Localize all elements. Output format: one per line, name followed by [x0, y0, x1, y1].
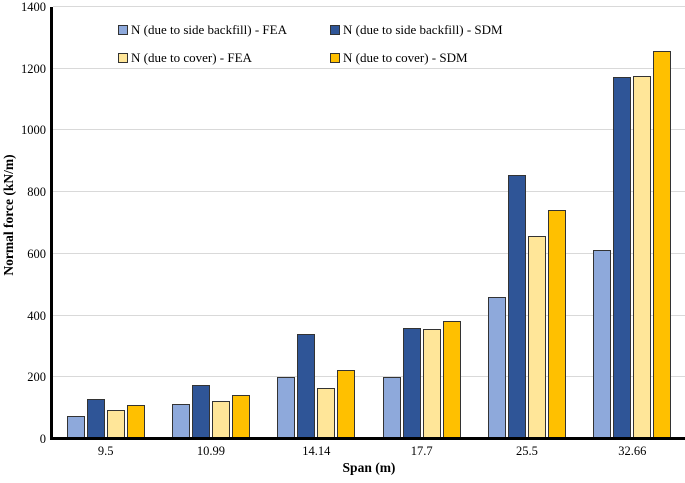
bar [126, 405, 145, 439]
bar [191, 385, 210, 439]
x-tick-label: 14.14 [302, 444, 331, 458]
y-tick-label: 1400 [21, 0, 46, 14]
plot-area [53, 6, 685, 439]
legend-item: N (due to cover) - SDM [330, 51, 503, 65]
legend-label: N (due to cover) - FEA [131, 50, 252, 65]
legend-swatch-icon [118, 53, 128, 63]
bar [86, 399, 105, 439]
y-tick-label: 1000 [21, 123, 46, 138]
bar-group [474, 175, 579, 439]
bar [297, 334, 316, 439]
bar [507, 175, 526, 439]
legend-swatch-icon [118, 25, 128, 35]
bar [422, 329, 441, 439]
bar [382, 377, 401, 439]
bar [66, 416, 85, 439]
y-tick-label: 400 [27, 308, 46, 323]
gridline [53, 191, 685, 193]
y-tick-label: 600 [27, 246, 46, 261]
bar [277, 377, 296, 439]
y-tick-label: 0 [39, 432, 46, 446]
bar-group [264, 334, 369, 439]
gridline [53, 6, 685, 7]
bar [402, 328, 421, 439]
bar [231, 395, 250, 439]
bar-group [158, 385, 263, 439]
bar [337, 370, 356, 439]
legend-item: N (due to cover) - FEA [118, 51, 330, 65]
legend-swatch-icon [330, 53, 340, 63]
gridline [53, 314, 685, 316]
bar [442, 321, 461, 439]
x-tick-label: 25.5 [516, 444, 538, 458]
bar [317, 388, 336, 439]
legend-label: N (due to side backfill) - FEA [131, 22, 287, 37]
gridline [53, 252, 685, 254]
x-axis-title: Span (m) [342, 460, 396, 475]
y-tick-label: 800 [27, 185, 46, 200]
legend-item: N (due to side backfill) - FEA [118, 23, 330, 37]
bar-group [580, 51, 685, 439]
gridline [53, 129, 685, 131]
bar [547, 210, 566, 439]
legend-item: N (due to side backfill) - SDM [330, 23, 503, 37]
bar [653, 51, 672, 439]
x-tick-label: 17.7 [410, 444, 433, 458]
x-tick-label: 9.5 [97, 444, 114, 458]
legend-swatch-icon [330, 25, 340, 35]
y-tick-label: 1200 [21, 61, 46, 76]
y-tick-label: 200 [27, 370, 46, 385]
bar [613, 77, 632, 439]
gridline [53, 376, 685, 378]
bar [593, 250, 612, 439]
bar [171, 404, 190, 439]
legend-label: N (due to cover) - SDM [343, 50, 468, 65]
bar [487, 297, 506, 439]
gridline [53, 67, 685, 69]
bar [106, 410, 125, 439]
x-axis-line [50, 437, 685, 440]
bar-group [53, 399, 158, 439]
bar-group [369, 321, 474, 439]
legend: N (due to side backfill) - FEA N (due to … [118, 23, 503, 65]
bar [527, 236, 546, 439]
y-axis-line [50, 7, 53, 439]
bar [211, 401, 230, 439]
x-tick-label: 10.99 [196, 444, 226, 458]
bar [633, 76, 652, 439]
legend-label: N (due to side backfill) - SDM [343, 22, 503, 37]
x-tick-label: 32.66 [618, 444, 647, 458]
